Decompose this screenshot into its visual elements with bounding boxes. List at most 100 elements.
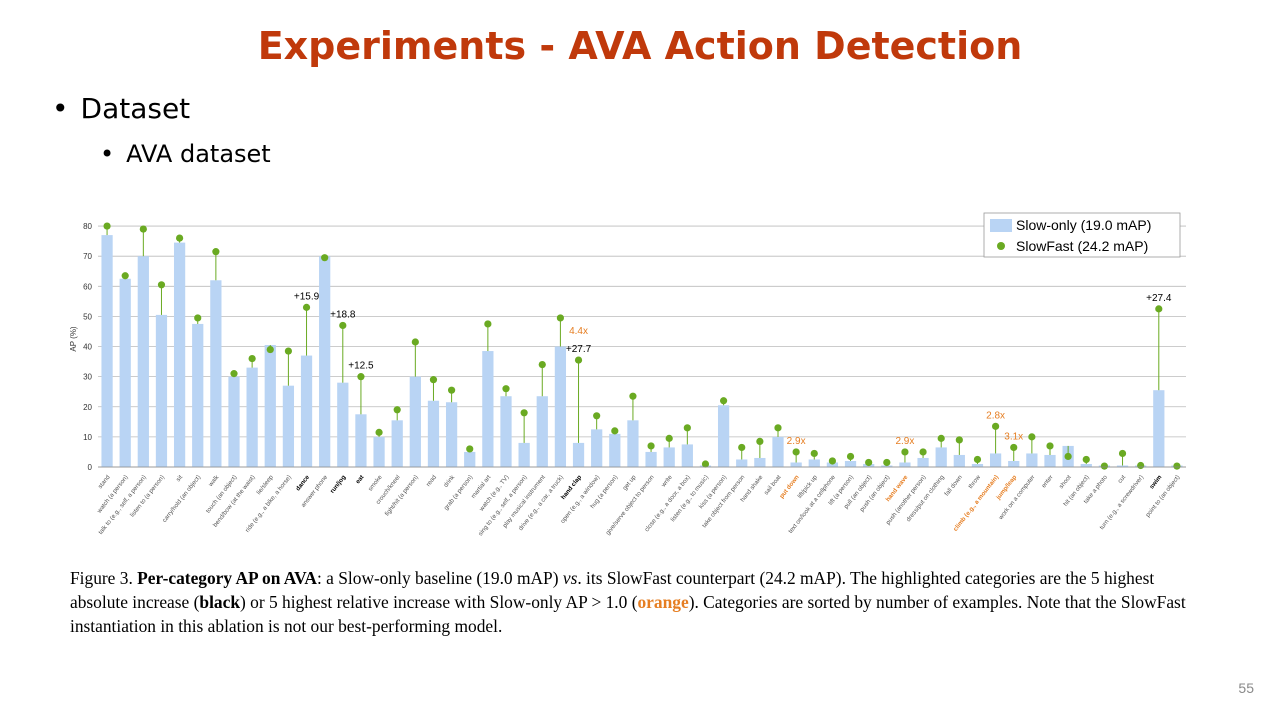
point-slowfast bbox=[302, 303, 311, 311]
caption-text-2: . its SlowFast counterpart (24.2 mAP). T… bbox=[70, 568, 1155, 612]
point-slowfast bbox=[139, 225, 147, 233]
point-slowfast bbox=[375, 428, 383, 436]
point-slowfast bbox=[810, 449, 818, 458]
caption-orange: orange bbox=[637, 592, 689, 612]
point-slowfast bbox=[611, 427, 619, 435]
bar-slow-only bbox=[808, 459, 820, 467]
bar-slow-only bbox=[826, 462, 839, 467]
bar-slow-only bbox=[173, 242, 186, 467]
x-tick-label: cut bbox=[1117, 474, 1128, 485]
bar-slow-only bbox=[137, 256, 149, 467]
point-slowfast bbox=[1137, 461, 1145, 470]
bar-slow-only bbox=[373, 436, 385, 467]
y-axis-label: AP (%) bbox=[69, 326, 78, 352]
legend-box bbox=[983, 212, 1181, 258]
point-slowfast bbox=[194, 314, 202, 322]
bar-slow-only bbox=[319, 256, 331, 467]
point-slowfast bbox=[520, 409, 528, 417]
bar-slow-only bbox=[1153, 390, 1165, 467]
annotation-relative: 2.8x bbox=[986, 410, 1005, 421]
x-tick-label: point to (an object) bbox=[1144, 474, 1181, 519]
bar-slow-only bbox=[754, 457, 766, 467]
point-slowfast bbox=[484, 320, 492, 328]
bullet-dataset: • Dataset bbox=[52, 92, 190, 125]
annotation-absolute: +12.5 bbox=[348, 361, 374, 372]
bar-slow-only bbox=[1116, 465, 1129, 467]
point-slowfast bbox=[1173, 462, 1181, 470]
y-tick-label: 10 bbox=[83, 433, 92, 442]
slide-title: Experiments - AVA Action Detection bbox=[257, 24, 1023, 68]
point-slowfast bbox=[1082, 455, 1090, 464]
point-slowfast bbox=[992, 422, 1000, 430]
bar-slow-only bbox=[210, 280, 222, 467]
x-tick-label: run/jog bbox=[329, 474, 348, 495]
bar-slow-only bbox=[899, 462, 911, 467]
bar-slow-only bbox=[300, 355, 313, 467]
x-tick-label: drink bbox=[442, 473, 456, 489]
point-slowfast bbox=[266, 345, 274, 354]
bar-slow-only bbox=[391, 420, 403, 467]
point-slowfast bbox=[1028, 433, 1036, 441]
bar-slow-only bbox=[971, 463, 984, 467]
bar-slow-only bbox=[101, 235, 113, 467]
annotation-relative: 2.9x bbox=[895, 436, 914, 447]
point-slowfast bbox=[357, 373, 365, 381]
caption-text-1: : a Slow-only baseline (19.0 mAP) bbox=[317, 568, 563, 588]
point-slowfast bbox=[1010, 443, 1018, 452]
annotation-relative: 3.1x bbox=[1004, 431, 1023, 442]
point-slowfast bbox=[103, 222, 111, 230]
bar-slow-only bbox=[627, 420, 639, 467]
x-tick-label: fall down bbox=[943, 473, 964, 497]
point-slowfast bbox=[756, 437, 764, 445]
annotation-absolute: +15.9 bbox=[294, 291, 320, 302]
bar-slow-only bbox=[464, 451, 476, 467]
point-slowfast bbox=[647, 442, 655, 450]
bar-slow-only bbox=[518, 442, 530, 467]
figure-caption: Figure 3. Per-category AP on AVA: a Slow… bbox=[70, 566, 1200, 638]
bar-slow-only bbox=[282, 385, 295, 467]
bar-slow-only bbox=[844, 460, 857, 467]
bar-slow-only bbox=[554, 346, 567, 467]
annotation-relative: 4.4x bbox=[569, 326, 588, 337]
point-slowfast bbox=[502, 385, 510, 393]
point-slowfast bbox=[901, 448, 909, 456]
point-slowfast bbox=[411, 338, 419, 346]
caption-text-3: ) or 5 highest relative increase with Sl… bbox=[240, 592, 638, 612]
bar-slow-only bbox=[772, 436, 784, 467]
point-slowfast bbox=[1064, 452, 1072, 461]
bar-slow-only bbox=[445, 402, 458, 467]
bar-slow-only bbox=[500, 396, 512, 467]
bar-slow-only bbox=[717, 405, 730, 467]
x-tick-label: get up bbox=[621, 473, 637, 491]
bar-slow-only bbox=[663, 447, 675, 467]
annotation-absolute: +27.7 bbox=[566, 344, 592, 355]
bar-slow-only bbox=[482, 351, 494, 467]
point-slowfast bbox=[538, 361, 546, 369]
bar-slow-only bbox=[119, 278, 131, 467]
bar-slow-only bbox=[953, 454, 965, 467]
point-slowfast bbox=[429, 376, 438, 384]
bar-slow-only bbox=[228, 376, 240, 467]
y-tick-label: 20 bbox=[83, 403, 92, 412]
y-tick-label: 30 bbox=[83, 373, 92, 382]
point-slowfast bbox=[883, 458, 891, 467]
x-tick-label: fight/hit (a person) bbox=[384, 474, 420, 518]
y-tick-label: 50 bbox=[83, 312, 92, 321]
point-slowfast bbox=[1118, 449, 1127, 458]
y-tick-label: 0 bbox=[88, 463, 93, 472]
point-slowfast bbox=[720, 397, 728, 405]
point-slowfast bbox=[212, 248, 220, 256]
bar-slow-only bbox=[1008, 460, 1020, 467]
bar-slow-only bbox=[427, 400, 440, 467]
bar-slow-only bbox=[1044, 454, 1056, 467]
bar-slow-only bbox=[591, 429, 603, 467]
bar-slow-only bbox=[355, 414, 367, 467]
bar-slow-only bbox=[192, 323, 204, 467]
bar-slow-only bbox=[1080, 463, 1092, 467]
x-tick-label: smoke bbox=[367, 473, 384, 492]
x-tick-label: read bbox=[425, 473, 438, 488]
x-tick-label: throw bbox=[967, 474, 982, 491]
point-slowfast bbox=[556, 314, 564, 322]
y-tick-label: 40 bbox=[83, 343, 92, 352]
